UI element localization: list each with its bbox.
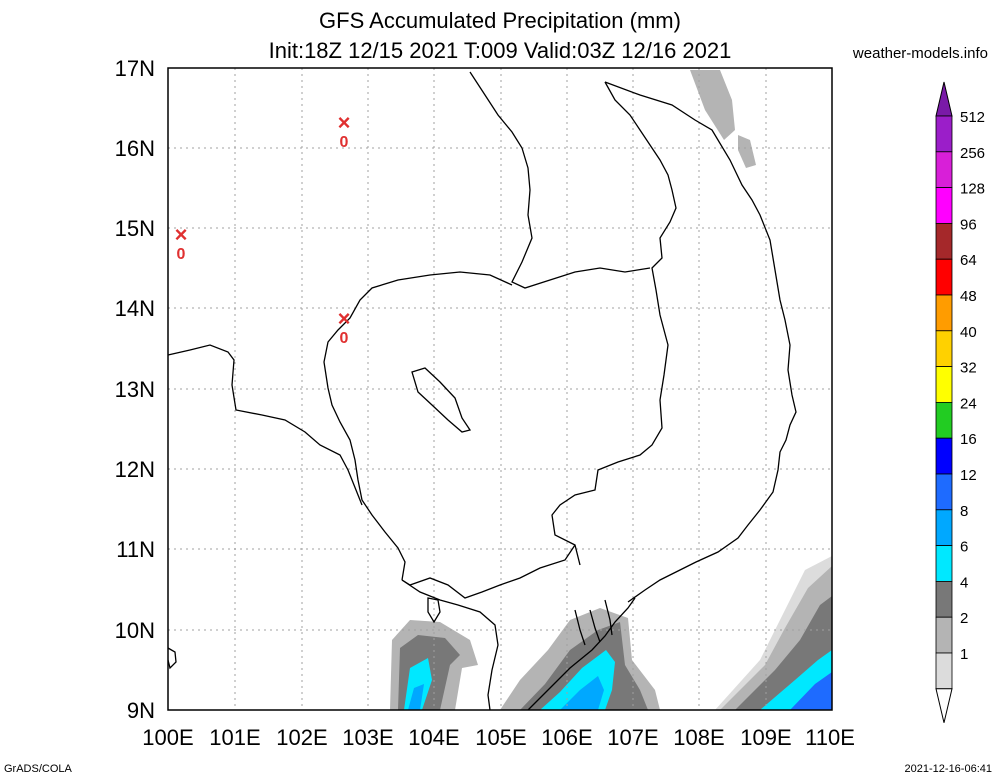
lat-label: 13N xyxy=(115,377,155,402)
lon-label: 105E xyxy=(475,725,526,750)
laos-thai-border xyxy=(469,71,651,289)
colorbar-level-label: 512 xyxy=(960,109,985,126)
lon-label: 100E xyxy=(142,725,193,750)
lon-label: 102E xyxy=(276,725,327,750)
colorbar-swatch xyxy=(935,258,953,296)
river-mouths xyxy=(574,599,613,646)
lon-label: 108E xyxy=(673,725,724,750)
lon-label: 110E xyxy=(805,725,855,750)
precip-cell-gulf-cyan xyxy=(404,658,432,710)
colorbar-swatch xyxy=(935,222,953,260)
site-credit: weather-models.info xyxy=(852,45,988,62)
colorbar-level-label: 16 xyxy=(960,431,977,448)
precip-cell-delta-blue xyxy=(560,676,604,710)
colorbar-swatch xyxy=(935,187,953,224)
colorbar-level-label: 128 xyxy=(960,181,985,198)
colorbar-level-label: 1 xyxy=(960,646,968,663)
colorbar-swatch xyxy=(935,437,953,475)
colorbar-level-label: 96 xyxy=(960,216,977,233)
gulf-coast-cambodia xyxy=(401,579,499,711)
thai-east-coast xyxy=(167,344,363,506)
colorbar-level-label: 48 xyxy=(960,288,977,305)
mekong-delta-coast xyxy=(527,597,636,711)
tonle-sap xyxy=(411,367,472,433)
cambodia-vietnam-border xyxy=(401,544,576,599)
west-coast xyxy=(167,647,177,670)
precip-cell-scs-blue xyxy=(790,672,832,710)
precip-cell-ne-small xyxy=(738,135,756,168)
colorbar-swatch xyxy=(935,652,953,690)
colorbar-swatch xyxy=(935,509,953,546)
precip-cell-ne-light xyxy=(690,70,735,140)
colorbar-level-label: 32 xyxy=(960,360,977,377)
map-title: GFS Accumulated Precipitation (mm) xyxy=(319,8,681,33)
footer-timestamp: 2021-12-16-06:41 xyxy=(904,763,992,775)
lon-labels: 100E 101E 102E 103E 104E 105E 106E 107E … xyxy=(142,725,855,750)
colorbar-level-label: 24 xyxy=(960,395,977,412)
marker-o-3: 0 xyxy=(340,330,349,347)
colorbar-level-label: 8 xyxy=(960,503,968,520)
footer-left: GrADS/COLA xyxy=(4,763,72,775)
lat-label: 17N xyxy=(115,56,155,81)
colorbar-level-label: 6 xyxy=(960,539,968,556)
lon-label: 101E xyxy=(209,725,260,750)
colorbar-swatch xyxy=(935,330,953,367)
map-frame xyxy=(167,67,833,711)
lon-label: 107E xyxy=(607,725,658,750)
station-markers: × 0 × 0 × 0 xyxy=(175,110,351,347)
colorbar-level-label: 40 xyxy=(960,324,977,341)
colorbar-swatch xyxy=(935,581,953,618)
lat-label: 11N xyxy=(116,537,155,562)
colorbar-swatch xyxy=(935,294,953,332)
lon-label: 104E xyxy=(408,725,459,750)
marker-o-1: 0 xyxy=(340,134,349,151)
marker-x-2: × xyxy=(175,222,188,247)
lat-label: 14N xyxy=(115,296,155,321)
colorbar-level-label: 2 xyxy=(960,610,968,627)
map-subtitle: Init:18Z 12/15 2021 T:009 Valid:03Z 12/1… xyxy=(268,38,732,63)
lat-label: 10N xyxy=(115,618,155,643)
vietnam-coast xyxy=(604,81,797,603)
colorbar-bottom-arrow xyxy=(935,688,953,723)
precip-cell-delta-mid xyxy=(520,622,648,710)
cambodia-thai-border xyxy=(323,271,513,581)
lat-label: 12N xyxy=(115,457,155,482)
colorbar-swatch xyxy=(935,545,953,582)
colorbar-swatch xyxy=(935,151,953,189)
colorbar-level-label: 4 xyxy=(960,574,968,591)
colorbar-swatch xyxy=(935,366,953,403)
colorbar-level-label: 256 xyxy=(960,145,985,162)
marker-o-2: 0 xyxy=(177,246,186,263)
colorbar-swatch xyxy=(935,616,953,654)
marker-x-1: × xyxy=(338,110,351,135)
lat-labels: 17N 16N 15N 14N 13N 12N 11N 10N 9N xyxy=(115,56,155,723)
coastlines-borders xyxy=(167,71,797,711)
colorbar-top-arrow xyxy=(935,81,953,117)
colorbar-level-label: 12 xyxy=(960,467,977,484)
lon-label: 106E xyxy=(541,725,592,750)
gridlines xyxy=(168,68,832,710)
phu-quoc xyxy=(427,597,441,624)
lat-label: 9N xyxy=(127,698,155,723)
colorbar-swatch xyxy=(935,115,953,153)
colorbar-level-label: 64 xyxy=(960,252,977,269)
marker-x-3: × xyxy=(338,306,351,331)
lat-label: 16N xyxy=(115,136,155,161)
laos-vietnam-border xyxy=(551,81,677,566)
colorbar-swatch xyxy=(935,473,953,511)
precip-cell-gulf-blue xyxy=(408,684,424,710)
lon-label: 103E xyxy=(342,725,393,750)
lat-label: 15N xyxy=(115,216,155,241)
lon-label: 109E xyxy=(740,725,791,750)
colorbar-swatch xyxy=(935,401,953,439)
